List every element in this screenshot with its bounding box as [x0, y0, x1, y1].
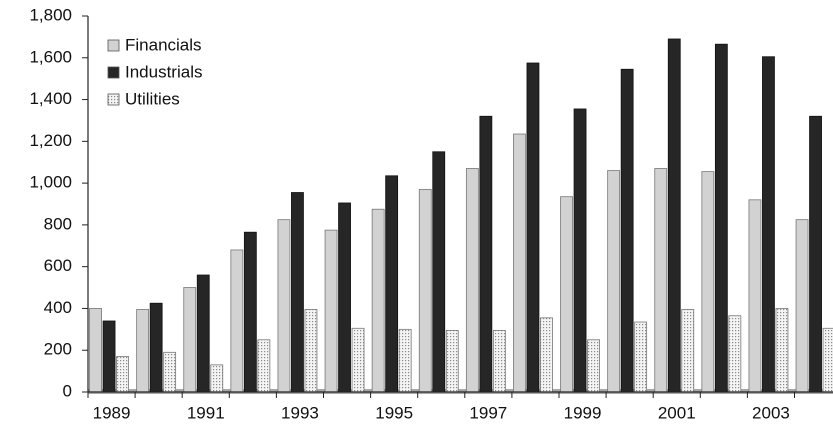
x-tick-label: 1997: [469, 403, 507, 422]
bar: [102, 320, 116, 393]
bar: [775, 308, 789, 393]
bar: [243, 231, 257, 393]
x-tick-label: 1993: [281, 403, 319, 422]
bar: [116, 356, 129, 393]
bar: [324, 229, 338, 393]
bar: [634, 321, 648, 393]
bar: [620, 68, 634, 393]
bar: [492, 329, 506, 393]
bar: [526, 62, 540, 393]
bar: [513, 133, 526, 393]
y-tick-label: 400: [44, 298, 72, 317]
bar: [277, 219, 291, 393]
bar: [795, 219, 809, 393]
bar: [291, 192, 304, 393]
bar: [398, 328, 412, 393]
bar: [681, 309, 695, 393]
bar: [728, 315, 742, 393]
y-tick-label: 800: [44, 214, 72, 233]
bar: [371, 208, 385, 393]
y-tick-label: 600: [44, 256, 72, 275]
bar: [163, 351, 177, 393]
bar: [196, 274, 210, 393]
bar: [418, 188, 432, 393]
legend-label: Financials: [125, 35, 202, 54]
bar: [587, 339, 600, 393]
bar: [822, 327, 833, 393]
bar: [714, 43, 728, 393]
bar: [210, 364, 224, 393]
bar: [385, 175, 399, 393]
y-tick-label: 1,600: [29, 47, 72, 66]
bar: [304, 309, 318, 393]
y-tick-label: 1,800: [29, 5, 72, 24]
bar: [667, 38, 681, 393]
bar: [654, 168, 668, 393]
bar: [136, 309, 150, 393]
legend-label: Utilities: [125, 89, 180, 108]
bar: [465, 168, 479, 393]
y-tick-label: 1,200: [29, 131, 72, 150]
bar: [573, 108, 587, 393]
bar: [351, 327, 365, 393]
bar: [560, 196, 573, 393]
legend-swatch: [107, 93, 120, 106]
y-tick-label: 0: [63, 381, 72, 400]
bar: [89, 308, 102, 393]
bar: [479, 115, 493, 393]
x-tick-label: 1999: [564, 403, 602, 422]
legend-swatch: [107, 39, 120, 52]
bar: [445, 329, 459, 393]
bar: [257, 339, 271, 393]
x-tick-label: 1989: [93, 403, 131, 422]
x-tick-label: 1991: [187, 403, 225, 422]
bar: [701, 171, 715, 393]
bar: [540, 317, 553, 393]
legend-label: Industrials: [125, 62, 202, 81]
y-tick-label: 200: [44, 340, 72, 359]
bar: [607, 170, 621, 393]
bar: [432, 151, 446, 393]
bar: [183, 287, 197, 393]
legend-swatch: [107, 66, 120, 79]
bar: [230, 249, 244, 393]
bar: [149, 302, 163, 393]
bar: [748, 199, 762, 393]
bar: [809, 115, 822, 393]
bar: [338, 202, 351, 393]
bar: [762, 56, 775, 393]
y-tick-label: 1,400: [29, 89, 72, 108]
x-tick-label: 2001: [658, 403, 696, 422]
x-tick-label: 1995: [375, 403, 413, 422]
y-tick-label: 1,000: [29, 173, 72, 192]
x-tick-label: 2003: [752, 403, 790, 422]
